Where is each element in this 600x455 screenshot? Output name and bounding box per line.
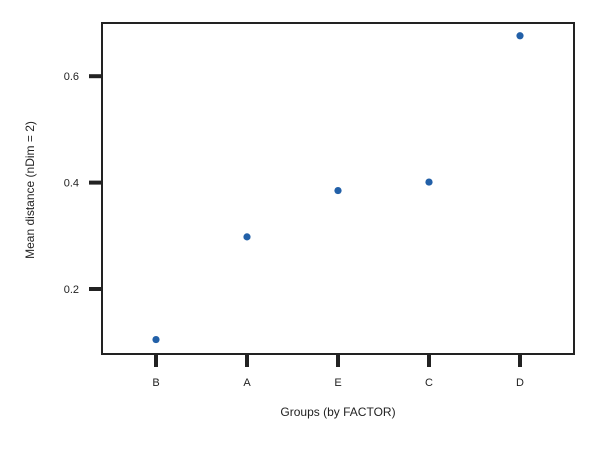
y-axis-ticks: 0.2 0.4 0.6 — [64, 71, 102, 296]
y-tick-label: 0.6 — [64, 71, 79, 83]
data-point — [425, 178, 433, 186]
y-tick-label: 0.4 — [64, 178, 79, 190]
data-point — [243, 233, 251, 241]
data-point — [516, 32, 524, 40]
x-tick-label: D — [516, 377, 524, 389]
x-tick-label: B — [152, 377, 159, 389]
data-point — [152, 335, 160, 344]
data-points — [152, 32, 524, 344]
y-tick-label: 0.2 — [64, 284, 79, 296]
x-tick-label: E — [334, 377, 341, 389]
x-axis-title: Groups (by FACTOR) — [280, 405, 395, 419]
y-axis-title: Mean distance (nDim = 2) — [23, 121, 37, 259]
x-tick-label: A — [243, 377, 251, 389]
data-point — [334, 186, 342, 195]
x-tick-label: C — [425, 377, 433, 389]
